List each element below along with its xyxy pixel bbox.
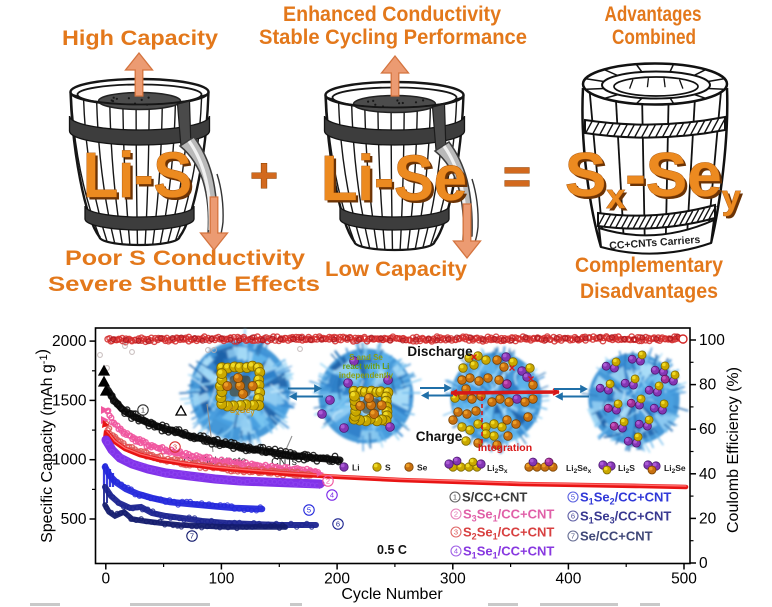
svg-text:3: 3 bbox=[173, 443, 177, 452]
svg-text:Li2Se: Li2Se bbox=[664, 463, 686, 475]
svg-text:0: 0 bbox=[101, 571, 110, 588]
svg-text:Specific Capacity (mAh g-1): Specific Capacity (mAh g-1) bbox=[34, 349, 56, 543]
svg-text:0: 0 bbox=[699, 555, 708, 572]
svg-text:6: 6 bbox=[336, 520, 340, 529]
svg-text:60: 60 bbox=[699, 421, 717, 438]
svg-text:500: 500 bbox=[61, 511, 87, 528]
svg-text:1: 1 bbox=[141, 406, 145, 415]
svg-text:S1Se3/CC+CNT: S1Se3/CC+CNT bbox=[580, 509, 671, 526]
svg-text:+: + bbox=[250, 150, 278, 203]
svg-text:S1Se1/CC+CNT: S1Se1/CC+CNT bbox=[463, 544, 554, 561]
svg-text:2: 2 bbox=[454, 510, 458, 519]
svg-text:6: 6 bbox=[571, 512, 575, 521]
svg-text:S/CC+CNT: S/CC+CNT bbox=[462, 490, 527, 505]
svg-text:Sx-Sey: Sx-Sey bbox=[565, 141, 741, 217]
svg-text:3: 3 bbox=[454, 528, 458, 537]
svg-text:Li-S: Li-S bbox=[86, 142, 195, 214]
svg-text:Advantages: Advantages bbox=[605, 2, 702, 26]
svg-text:80: 80 bbox=[699, 377, 717, 394]
svg-text:7: 7 bbox=[571, 532, 575, 541]
svg-text:Complementary: Complementary bbox=[575, 253, 723, 277]
svg-text:2000: 2000 bbox=[52, 333, 87, 350]
svg-text:400: 400 bbox=[555, 571, 581, 588]
svg-text:Disadvantages: Disadvantages bbox=[580, 279, 718, 303]
svg-text:300: 300 bbox=[440, 571, 466, 588]
svg-text:1000: 1000 bbox=[52, 452, 87, 469]
svg-text:Combined: Combined bbox=[612, 25, 696, 49]
svg-text:5: 5 bbox=[307, 506, 311, 515]
svg-text:20: 20 bbox=[699, 510, 717, 527]
svg-text:7: 7 bbox=[190, 532, 194, 541]
svg-text:S: S bbox=[385, 463, 391, 473]
svg-text:Stable Cycling Performance: Stable Cycling Performance bbox=[259, 25, 527, 49]
svg-text:Li: Li bbox=[352, 463, 360, 473]
svg-text:Li-Se: Li-Se bbox=[324, 145, 470, 217]
svg-text:Li2Sx: Li2Sx bbox=[487, 463, 508, 475]
svg-text:S2Se1/CC+CNT: S2Se1/CC+CNT bbox=[463, 525, 554, 542]
svg-text:4: 4 bbox=[454, 547, 458, 556]
svg-text:=: = bbox=[503, 151, 531, 204]
svg-text:Li-S: Li-S bbox=[83, 139, 192, 211]
svg-text:Charge: Charge bbox=[416, 429, 463, 444]
svg-text:S3Se1/CC+CNT: S3Se1/CC+CNT bbox=[463, 507, 554, 524]
svg-text:Se/CC+CNT: Se/CC+CNT bbox=[580, 529, 653, 544]
svg-text:independently: independently bbox=[339, 371, 394, 380]
svg-text:200: 200 bbox=[324, 571, 350, 588]
svg-text:S and Se: S and Se bbox=[349, 353, 383, 362]
svg-text:2: 2 bbox=[326, 477, 330, 486]
svg-text:0.5 C: 0.5 C bbox=[377, 543, 407, 557]
svg-text:react with Li: react with Li bbox=[343, 362, 390, 371]
svg-text:High Capacity: High Capacity bbox=[62, 26, 218, 50]
svg-text:40: 40 bbox=[699, 466, 717, 483]
svg-text:Severe Shuttle Effects: Severe Shuttle Effects bbox=[48, 272, 320, 296]
svg-text:5: 5 bbox=[571, 493, 575, 502]
svg-text:4: 4 bbox=[330, 491, 334, 500]
svg-text:Enhanced Conductivity: Enhanced Conductivity bbox=[283, 2, 501, 26]
svg-text:Li-Se: Li-Se bbox=[321, 142, 467, 214]
svg-text:Se: Se bbox=[417, 463, 428, 473]
svg-text:Li2Sex: Li2Sex bbox=[566, 463, 592, 475]
svg-text:Coulomb Efficiency (%): Coulomb Efficiency (%) bbox=[725, 367, 742, 533]
svg-text:1500: 1500 bbox=[52, 392, 87, 409]
svg-text:100: 100 bbox=[208, 571, 234, 588]
svg-text:100: 100 bbox=[699, 332, 725, 349]
svg-text:S1Se2/CC+CNT: S1Se2/CC+CNT bbox=[580, 490, 671, 507]
svg-text:500: 500 bbox=[671, 571, 697, 588]
svg-text:Discharge: Discharge bbox=[407, 344, 473, 359]
svg-text:Low Capacity: Low Capacity bbox=[325, 257, 467, 281]
svg-text:Cycle Number: Cycle Number bbox=[341, 586, 443, 603]
svg-text:Li2S: Li2S bbox=[618, 463, 635, 475]
svg-text:1: 1 bbox=[453, 493, 457, 502]
svg-text:Integration: Integration bbox=[478, 442, 532, 454]
svg-text:Sx-Sey: Sx-Sey bbox=[568, 144, 744, 220]
svg-text:Poor S Conductivity: Poor S Conductivity bbox=[65, 246, 305, 270]
